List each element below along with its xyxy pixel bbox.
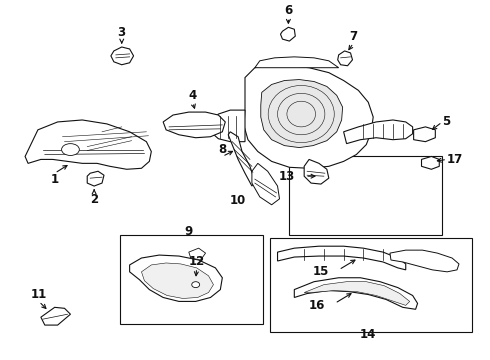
Text: 12: 12 [189, 255, 205, 268]
Text: 9: 9 [185, 225, 193, 238]
Text: 5: 5 [442, 116, 450, 129]
Bar [290, 157, 442, 235]
Text: 16: 16 [309, 299, 325, 312]
Polygon shape [255, 57, 339, 68]
Polygon shape [189, 248, 206, 260]
Polygon shape [211, 110, 245, 142]
Text: 3: 3 [118, 26, 126, 39]
Polygon shape [163, 112, 225, 138]
Text: 7: 7 [349, 30, 358, 43]
Polygon shape [294, 278, 417, 309]
Ellipse shape [192, 282, 199, 288]
Text: 17: 17 [447, 153, 464, 166]
Text: 14: 14 [360, 328, 376, 341]
Polygon shape [277, 246, 406, 270]
Polygon shape [142, 263, 214, 298]
Text: 8: 8 [218, 143, 226, 157]
Polygon shape [414, 127, 435, 142]
Polygon shape [244, 65, 373, 168]
Text: 15: 15 [313, 265, 329, 278]
Polygon shape [421, 157, 439, 169]
Polygon shape [41, 307, 71, 325]
Text: 13: 13 [279, 170, 295, 183]
Polygon shape [280, 27, 295, 41]
Bar [120, 235, 263, 324]
Polygon shape [228, 132, 255, 186]
Polygon shape [304, 282, 410, 305]
Polygon shape [390, 250, 459, 272]
Polygon shape [130, 255, 222, 301]
Text: 2: 2 [90, 193, 98, 206]
Polygon shape [25, 120, 151, 169]
Text: 1: 1 [50, 173, 59, 186]
Polygon shape [343, 120, 413, 144]
Polygon shape [252, 163, 279, 205]
Polygon shape [338, 51, 352, 66]
Polygon shape [111, 47, 134, 65]
Polygon shape [304, 159, 329, 184]
Text: 10: 10 [230, 194, 246, 207]
Polygon shape [87, 171, 104, 186]
Polygon shape [261, 80, 343, 148]
Text: 6: 6 [284, 4, 293, 17]
Text: 11: 11 [31, 288, 47, 301]
Text: 4: 4 [189, 89, 197, 102]
Bar [270, 238, 472, 332]
Ellipse shape [62, 144, 79, 156]
